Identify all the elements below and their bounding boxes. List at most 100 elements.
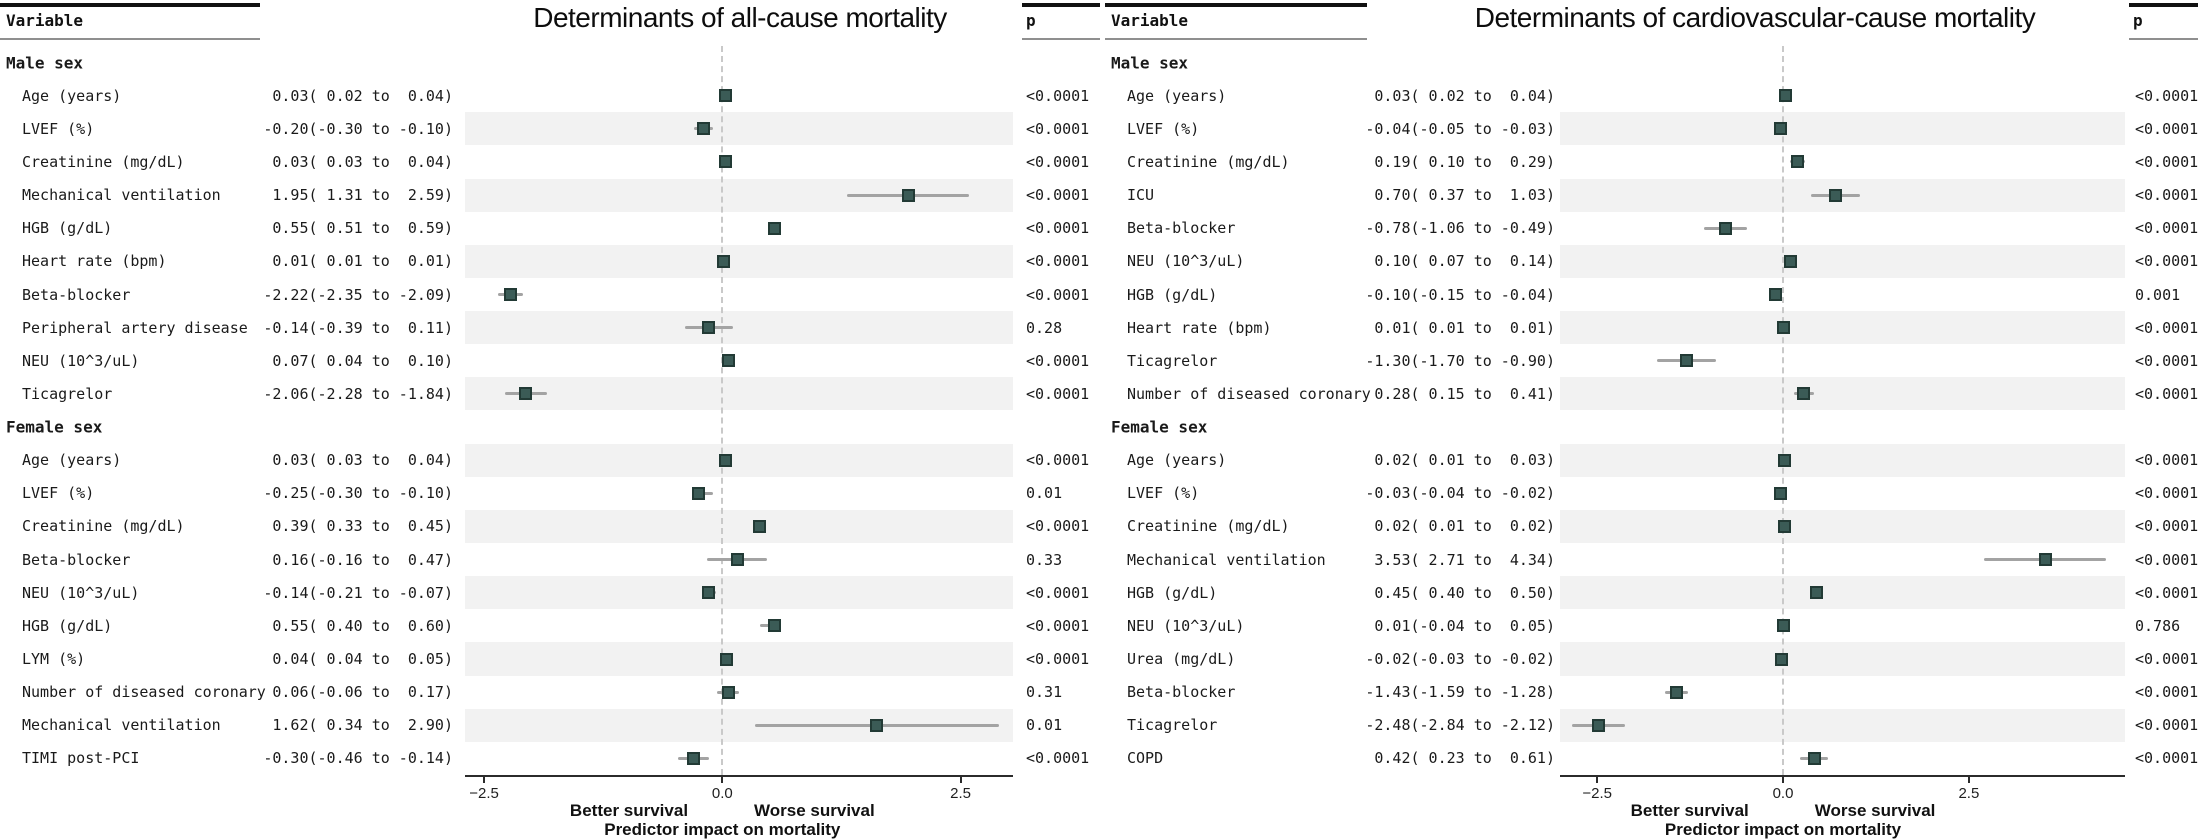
estimate-marker xyxy=(1777,619,1791,633)
table-row: Heart rate (bpm) 0.01( 0.01 to 0.01) <0.0… xyxy=(1105,311,2198,345)
p-value: <0.0001 xyxy=(2135,650,2198,668)
table-row: Creatinine (mg/dL) 0.39( 0.33 to 0.45) <0… xyxy=(0,509,1103,544)
section-header-label: Female sex xyxy=(6,417,103,437)
variable-column-underline xyxy=(1105,38,1367,40)
estimate-marker xyxy=(1670,685,1684,699)
estimate-ci-text: 0.01( 0.01 to 0.01) xyxy=(1365,318,1555,337)
p-value: <0.0001 xyxy=(2135,517,2198,536)
p-value: <0.0001 xyxy=(2135,749,2198,768)
worse-survival-label: Worse survival xyxy=(754,801,875,820)
forest-panel-cardiovascular: Variable Determinants of cardiovascular-… xyxy=(1105,0,2198,840)
estimate-marker xyxy=(1775,652,1789,666)
row-stripe xyxy=(465,676,1013,709)
row-stripe xyxy=(465,278,1013,311)
estimate-marker xyxy=(718,453,732,467)
variable-column-underline xyxy=(0,38,260,40)
row-stripe xyxy=(465,79,1013,112)
x-axis-line xyxy=(1560,775,2125,777)
p-value: 0.01 xyxy=(1026,484,1063,503)
table-row: Ticagrelor -2.06(-2.28 to -1.84) <0.0001 xyxy=(0,377,1103,411)
variable-label: LVEF (%) xyxy=(22,484,95,503)
p-value: 0.31 xyxy=(1026,683,1063,702)
section-row: Male sex xyxy=(0,46,1103,79)
estimate-marker xyxy=(1778,89,1792,103)
estimate-ci-text: -0.02(-0.03 to -0.02) xyxy=(1365,650,1555,668)
worse-survival-label: Worse survival xyxy=(1814,801,1936,820)
variable-label: Age (years) xyxy=(1127,86,1227,105)
variable-label: TIMI post-PCI xyxy=(22,749,140,768)
variable-label: NEU (10^3/uL) xyxy=(1127,252,1245,271)
variable-label: Mechanical ventilation xyxy=(1127,550,1326,569)
estimate-marker xyxy=(1718,221,1732,235)
estimate-ci-text: -2.06(-2.28 to -1.84) xyxy=(263,384,453,403)
table-row: HGB (g/dL) -0.10(-0.15 to -0.04) 0.001 xyxy=(1105,278,2198,311)
estimate-marker xyxy=(702,321,716,335)
table-row: Ticagrelor -2.48(-2.84 to -2.12) <0.0001 xyxy=(1105,708,2198,742)
row-stripe xyxy=(465,443,1013,477)
p-value: <0.0001 xyxy=(1026,119,1090,138)
estimate-marker xyxy=(504,288,518,302)
table-row: Ticagrelor -1.30(-1.70 to -0.90) <0.0001 xyxy=(1105,344,2198,377)
table-row: COPD 0.42( 0.23 to 0.61) <0.0001 xyxy=(1105,742,2198,775)
estimate-ci-text: 0.16(-0.16 to 0.47) xyxy=(263,550,453,569)
estimate-ci-text: 0.03( 0.03 to 0.04) xyxy=(263,451,453,470)
p-value: <0.0001 xyxy=(1026,749,1090,768)
estimate-marker xyxy=(1773,122,1787,136)
row-stripe xyxy=(1560,708,2125,742)
x-axis-tick xyxy=(1596,777,1599,783)
estimate-ci-text: 0.55( 0.51 to 0.59) xyxy=(263,219,453,238)
table-row: TIMI post-PCI -0.30(-0.46 to -0.14) <0.000… xyxy=(0,742,1103,775)
estimate-ci-text: 0.06(-0.06 to 0.17) xyxy=(263,683,453,702)
variable-label: Creatinine (mg/dL) xyxy=(1127,152,1290,171)
estimate-ci-text: -0.04(-0.05 to -0.03) xyxy=(1365,119,1555,138)
variable-column-topline xyxy=(0,3,260,7)
x-axis-tick-label: 0.0 xyxy=(711,785,733,802)
variable-label: Ticagrelor xyxy=(1127,716,1218,735)
table-row: Creatinine (mg/dL) 0.19( 0.10 to 0.29) <0… xyxy=(1105,145,2198,178)
variable-label: HGB (g/dL) xyxy=(1127,583,1218,602)
table-row: Beta-blocker -0.78(-1.06 to -0.49) <0.0001 xyxy=(1105,212,2198,245)
variable-column-header: Variable xyxy=(6,11,84,30)
row-stripe xyxy=(1560,742,2125,775)
estimate-ci-text: 0.07( 0.04 to 0.10) xyxy=(263,351,453,370)
row-stripe xyxy=(465,112,1013,146)
variable-label: Number of diseased coronary xyxy=(22,683,266,702)
row-stripe xyxy=(465,244,1013,278)
p-value: <0.0001 xyxy=(2135,252,2198,271)
p-value: <0.0001 xyxy=(1026,152,1090,171)
row-stripe xyxy=(465,377,1013,411)
table-row: NEU (10^3/uL) 0.07( 0.04 to 0.10) <0.0001 xyxy=(0,344,1103,377)
p-value: <0.0001 xyxy=(2135,318,2198,337)
variable-label: Beta-blocker xyxy=(22,550,131,569)
row-stripe xyxy=(465,212,1013,245)
better-survival-label: Better survival xyxy=(569,801,689,820)
p-value: <0.0001 xyxy=(2135,86,2198,105)
p-value: <0.0001 xyxy=(2135,583,2198,602)
row-stripe xyxy=(1560,311,2125,345)
estimate-marker xyxy=(718,155,732,169)
variable-label: LVEF (%) xyxy=(1127,119,1200,138)
row-stripe xyxy=(1560,46,2125,79)
x-axis-tick xyxy=(483,777,486,783)
row-stripe xyxy=(1560,212,2125,245)
p-value: <0.0001 xyxy=(1026,451,1090,470)
estimate-ci-text: 0.03( 0.02 to 0.04) xyxy=(263,86,453,105)
estimate-ci-text: 0.55( 0.40 to 0.60) xyxy=(263,616,453,635)
variable-label: Age (years) xyxy=(22,86,122,105)
estimate-ci-text: 0.10( 0.07 to 0.14) xyxy=(1365,252,1555,271)
variable-label: Creatinine (mg/dL) xyxy=(22,152,185,171)
x-axis-tick-label: 2.5 xyxy=(950,785,972,802)
row-stripe xyxy=(465,576,1013,610)
row-stripe xyxy=(465,642,1013,676)
table-row: Number of diseased coronary 0.06(-0.06 t… xyxy=(0,676,1103,709)
estimate-ci-text: -0.14(-0.39 to 0.11) xyxy=(263,318,453,337)
p-column-underline xyxy=(1022,38,1100,40)
variable-column-header: Variable xyxy=(1111,11,1189,30)
estimate-ci-text: -1.30(-1.70 to -0.90) xyxy=(1365,351,1555,370)
estimate-ci-text: -2.22(-2.35 to -2.09) xyxy=(263,285,453,304)
variable-label: Creatinine (mg/dL) xyxy=(1127,517,1290,536)
estimate-marker xyxy=(1783,254,1797,268)
variable-label: LVEF (%) xyxy=(1127,484,1200,503)
estimate-marker xyxy=(1777,321,1791,335)
estimate-ci-text: 0.42( 0.23 to 0.61) xyxy=(1365,749,1555,768)
